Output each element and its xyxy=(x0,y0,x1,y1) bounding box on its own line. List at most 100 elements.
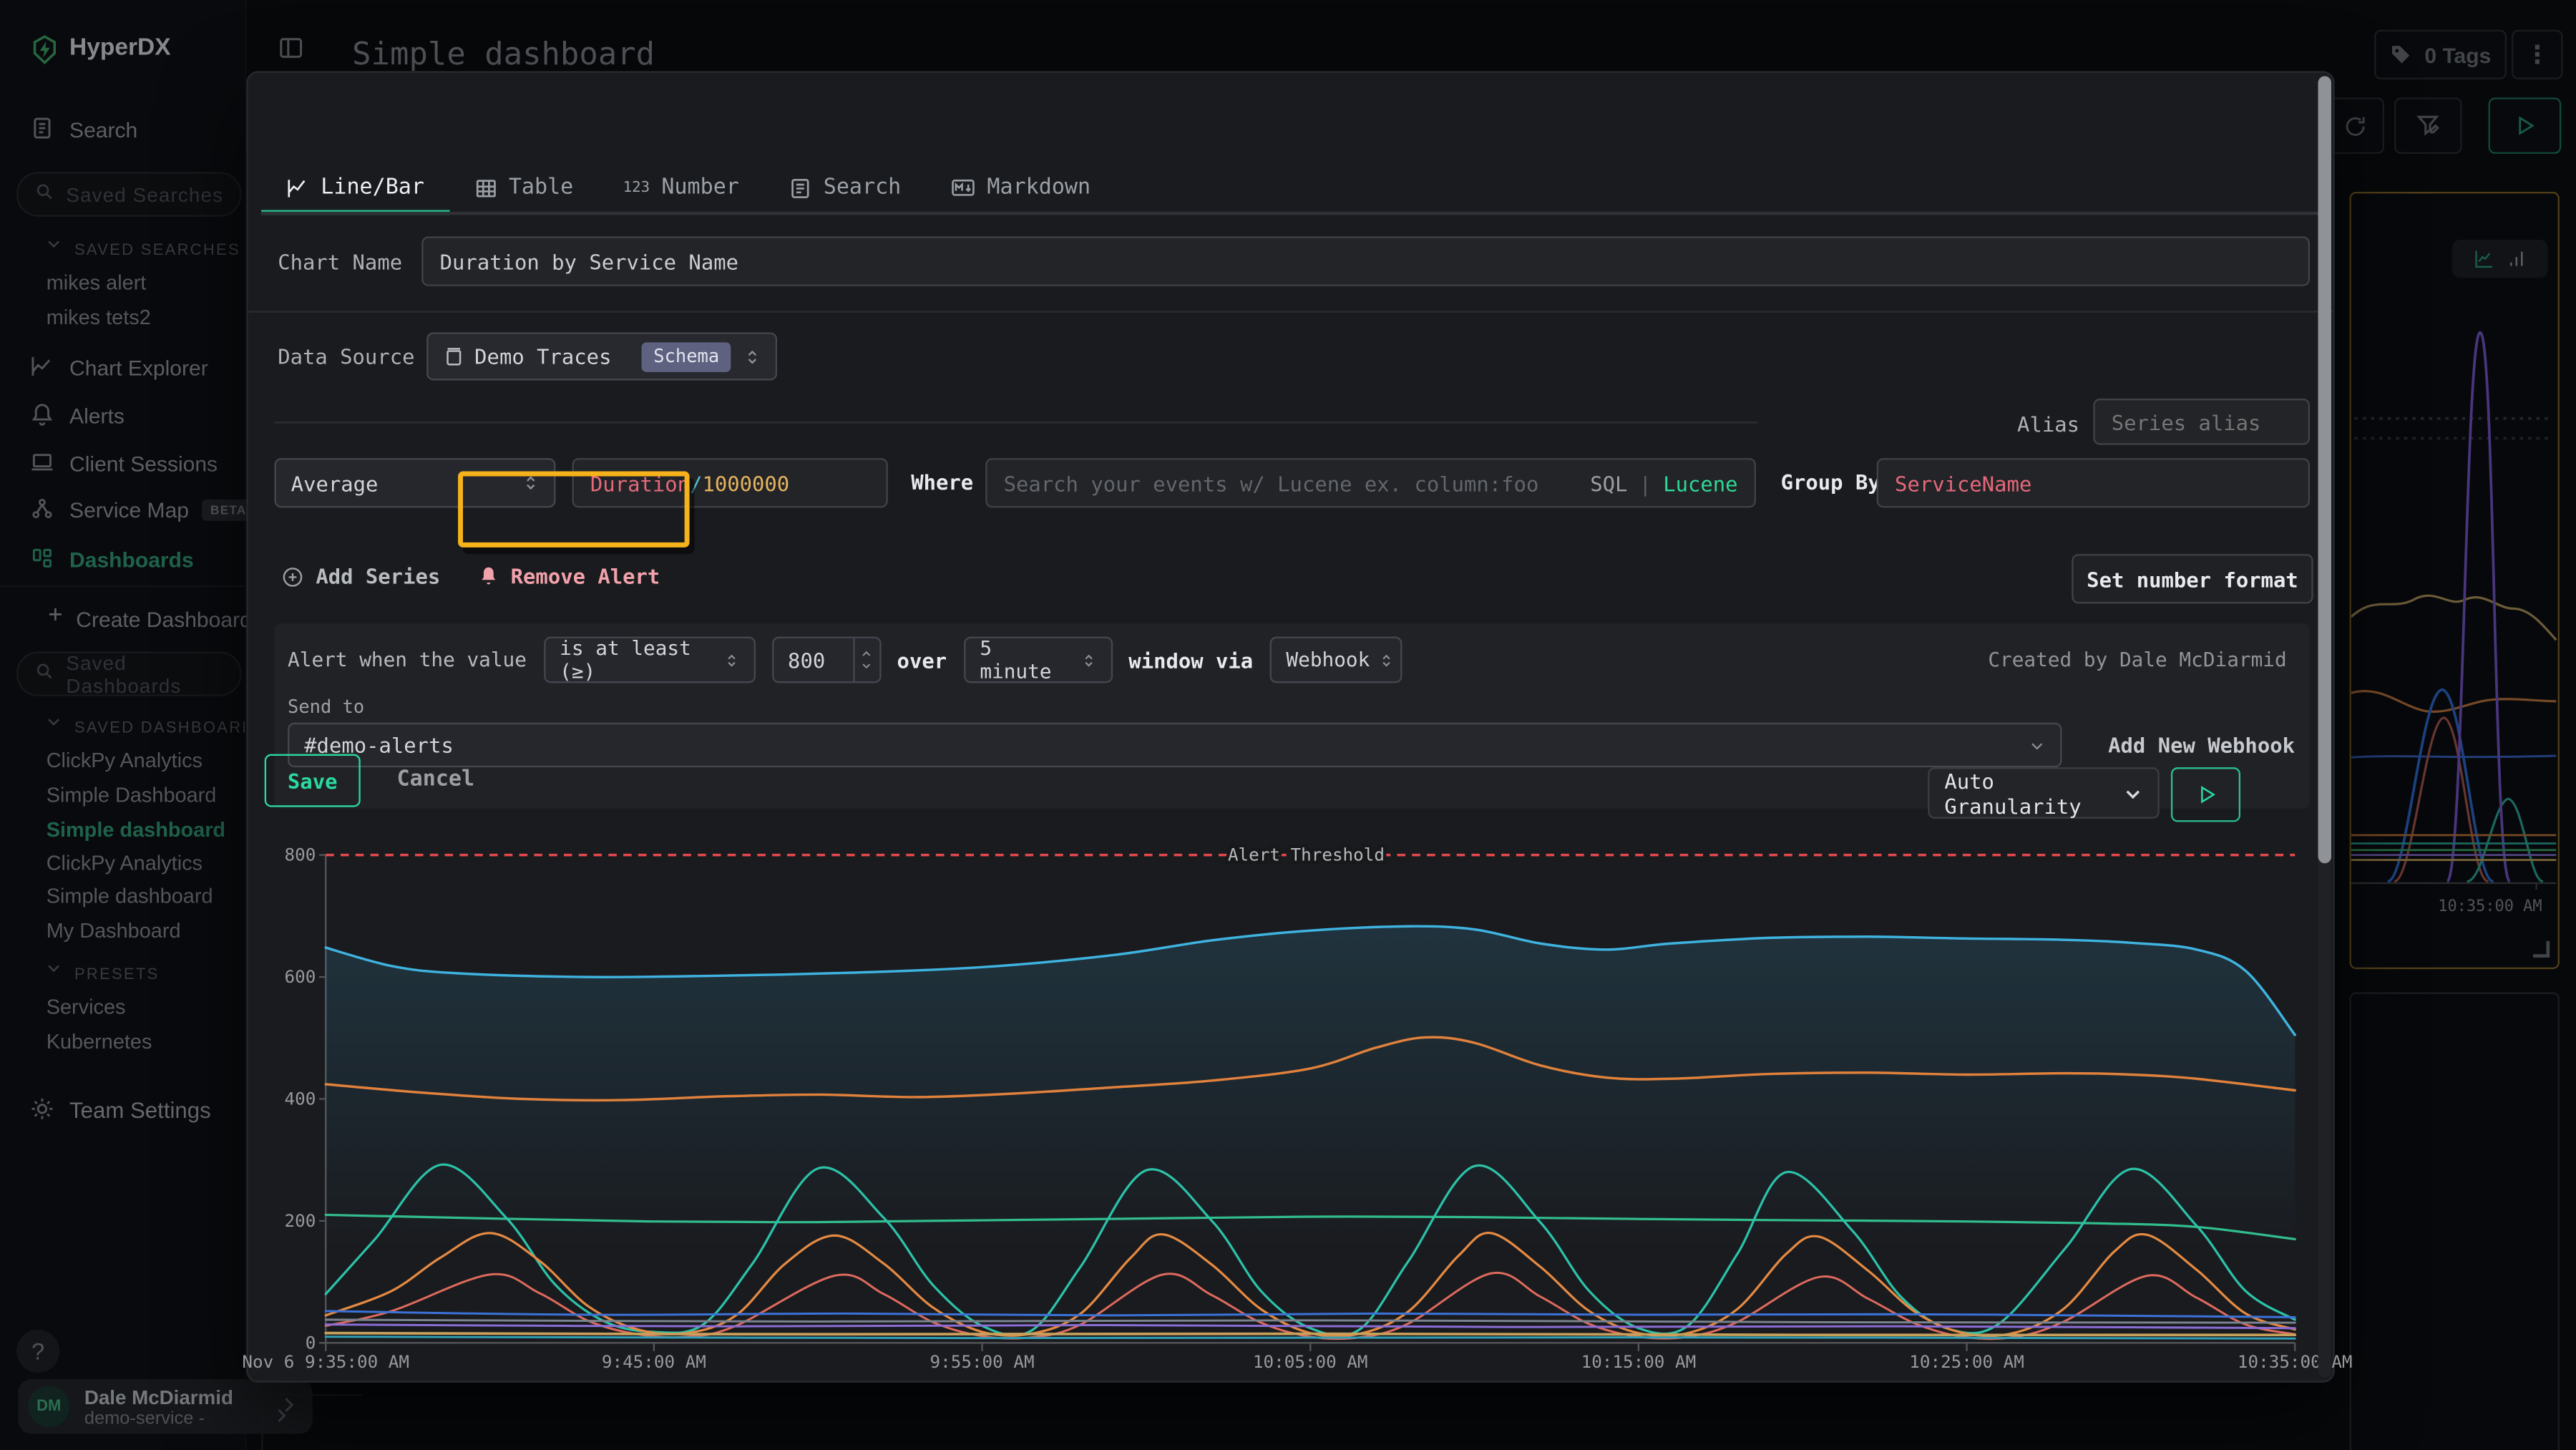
line-chart-icon xyxy=(286,176,309,199)
sidebar-item-team-settings[interactable]: Team Settings xyxy=(0,1091,245,1128)
sidebar-item-label: Team Settings xyxy=(69,1097,211,1122)
add-new-webhook-button[interactable]: Add New Webhook xyxy=(2108,733,2295,758)
group-by-input[interactable]: ServiceName xyxy=(1877,458,2310,507)
kebab-menu-button[interactable]: ⋮ xyxy=(2512,30,2563,79)
bg-chart-time-label: 10:35:00 AM xyxy=(2438,897,2542,915)
where-label: Where xyxy=(911,469,973,495)
saved-dashboards-section[interactable]: SAVED DASHBOARDS xyxy=(0,709,245,746)
help-button[interactable]: ? xyxy=(16,1330,59,1373)
tab-line-bar[interactable]: Line/Bar xyxy=(261,165,449,215)
saved-searches-placeholder: Saved Searches xyxy=(66,183,223,205)
alert-threshold-value[interactable] xyxy=(788,648,837,673)
sidebar-item-service-map[interactable]: Service Map BETA xyxy=(0,491,245,527)
chevron-right-icon xyxy=(271,1406,291,1426)
database-icon xyxy=(443,346,464,367)
preset-item-services[interactable]: Services xyxy=(0,989,245,1026)
dashboard-list-item[interactable]: Simple Dashboard xyxy=(0,777,245,814)
create-dashboard-button[interactable]: Create Dashboard xyxy=(0,600,245,637)
dashboard-list-item[interactable]: ClickPy Analytics xyxy=(0,845,245,882)
alert-window-select[interactable]: 5 minute xyxy=(963,637,1112,683)
chart-name-input[interactable] xyxy=(421,236,2310,286)
divider xyxy=(0,585,245,587)
dashboard-list-item[interactable]: My Dashboard xyxy=(0,913,245,950)
search-events-input[interactable]: Search your events w/ Lucene ex. column:… xyxy=(985,458,1756,507)
saved-searches-input[interactable]: Saved Searches xyxy=(16,172,241,216)
user-name: Dale McDiarmid xyxy=(84,1386,233,1408)
preset-item-kubernetes[interactable]: Kubernetes xyxy=(0,1023,245,1060)
alert-channel-select[interactable]: Webhook xyxy=(1269,637,1402,683)
tab-search[interactable]: Search xyxy=(764,165,926,215)
tab-label: Table xyxy=(509,175,573,200)
bg-chart-type-toggle[interactable] xyxy=(2452,240,2548,278)
svg-text:600: 600 xyxy=(285,966,316,987)
tags-button[interactable]: 0 Tags xyxy=(2374,30,2507,79)
plus-circle-icon xyxy=(281,565,304,588)
sidebar-item-chart-explorer[interactable]: Chart Explorer xyxy=(0,349,245,386)
background-chart: 10:35:00 AM xyxy=(2351,193,2558,967)
panel-resize-handle[interactable] xyxy=(2533,941,2550,958)
sql-mode-toggle[interactable]: SQL xyxy=(1590,470,1627,495)
data-source-select[interactable]: Demo Traces Schema xyxy=(426,332,777,380)
cancel-button[interactable]: Cancel xyxy=(397,767,475,792)
brand[interactable]: HyperDX xyxy=(0,30,245,67)
section-label: SAVED SEARCHES xyxy=(74,240,240,258)
svg-text:800: 800 xyxy=(285,845,316,865)
run-query-button[interactable] xyxy=(2489,97,2562,154)
remove-alert-button[interactable]: Remove Alert xyxy=(464,550,673,602)
refresh-button[interactable] xyxy=(2325,97,2384,154)
send-to-select[interactable]: #demo-alerts xyxy=(288,723,2062,767)
granularity-select[interactable]: Auto Granularity xyxy=(1928,767,2159,819)
alert-threshold-input[interactable] xyxy=(771,637,881,683)
sidebar-item-alerts[interactable]: Alerts xyxy=(0,397,245,434)
set-number-format-button[interactable]: Set number format xyxy=(2072,554,2313,603)
sidebar-item-label: Service Map xyxy=(69,497,189,522)
alert-bell-icon xyxy=(477,565,499,587)
alias-label: Alias xyxy=(2017,412,2079,437)
number-stepper[interactable] xyxy=(852,638,879,681)
search-icon xyxy=(35,661,55,687)
presets-section[interactable]: PRESETS xyxy=(0,956,245,993)
chevron-down-icon xyxy=(47,961,62,988)
refresh-icon xyxy=(2342,113,2367,138)
saved-searches-section[interactable]: SAVED SEARCHES xyxy=(0,231,245,268)
tab-table[interactable]: Table xyxy=(449,165,598,215)
series-alias-input[interactable] xyxy=(2093,399,2310,445)
sidebar-collapse-icon[interactable] xyxy=(278,35,304,62)
sidebar-item-label: Search xyxy=(69,117,137,142)
field-divisor: 1000000 xyxy=(702,470,789,495)
sidebar-item-search[interactable]: Search xyxy=(0,111,245,147)
save-button[interactable]: Save xyxy=(265,754,361,807)
filter-button[interactable] xyxy=(2394,97,2462,154)
modal-scrollbar-thumb[interactable] xyxy=(2318,76,2331,863)
saved-dashboards-input[interactable]: Saved Dashboards xyxy=(16,651,241,696)
svg-text:10:15:00 AM: 10:15:00 AM xyxy=(1581,1351,1697,1372)
tab-number[interactable]: 123 Number xyxy=(598,165,764,215)
search-list-icon xyxy=(30,116,57,142)
add-series-button[interactable]: Add Series xyxy=(281,550,440,602)
dashboard-list-item-active[interactable]: Simple dashboard xyxy=(0,812,245,849)
tab-underline xyxy=(261,212,2320,215)
dashboard-grid-icon xyxy=(30,546,57,573)
saved-search-item[interactable]: mikes alert xyxy=(0,265,245,301)
app-root: HyperDX Search Saved Searches SAVED SEAR… xyxy=(0,0,2576,1450)
dashboard-list-item[interactable]: Simple dashboard xyxy=(0,878,245,915)
saved-search-item[interactable]: mikes tets2 xyxy=(0,299,245,336)
table-icon xyxy=(474,176,497,199)
alert-condition-select[interactable]: is at least (≥) xyxy=(543,637,755,683)
dashboard-panel-highlighted[interactable]: 10:35:00 AM xyxy=(2350,192,2560,969)
tab-markdown[interactable]: Markdown xyxy=(926,165,1116,215)
alert-window-value: 5 minute xyxy=(980,637,1070,683)
sidebar-item-client-sessions[interactable]: Client Sessions xyxy=(0,445,245,482)
preview-run-button[interactable] xyxy=(2171,767,2240,822)
saved-search-label: mikes alert xyxy=(47,271,147,294)
svg-text:10:05:00 AM: 10:05:00 AM xyxy=(1253,1351,1368,1372)
chevron-down-icon xyxy=(47,714,62,741)
dashboard-list-item[interactable]: ClickPy Analytics xyxy=(0,743,245,779)
granularity-value: Auto Granularity xyxy=(1944,768,2113,817)
dashboard-panel xyxy=(2350,992,2560,1450)
tab-label: Number xyxy=(661,175,739,200)
beta-badge: BETA xyxy=(202,499,255,520)
lucene-mode-toggle[interactable]: Lucene xyxy=(1663,470,1737,495)
gear-icon xyxy=(30,1096,57,1123)
sidebar-item-dashboards[interactable]: Dashboards xyxy=(0,541,245,578)
